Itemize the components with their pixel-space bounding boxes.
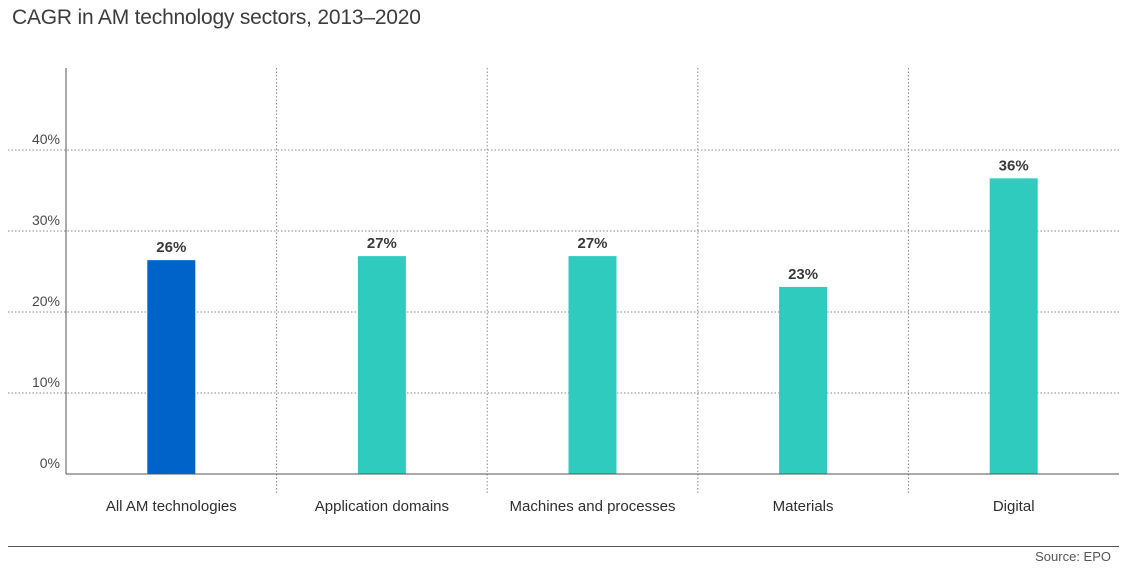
y-tick-label: 0% <box>40 455 60 471</box>
bar-value-label: 26% <box>156 239 186 256</box>
gridlines <box>8 68 1119 494</box>
x-category-label: Digital <box>993 498 1035 515</box>
y-axis-ticks: 0% 10% 20% 30% 40% <box>32 131 60 471</box>
bar <box>989 178 1038 474</box>
bar-chart: 0% 10% 20% 30% 40% 26% 27% 27% 23% 36% All AM te… <box>8 68 1119 515</box>
bar <box>357 256 406 474</box>
bars <box>147 178 1038 474</box>
bar-value-label: 36% <box>999 157 1029 174</box>
x-category-label: Machines and processes <box>510 498 676 515</box>
source-note: Source: EPO <box>1035 549 1111 564</box>
bar <box>147 260 196 474</box>
x-category-label: Application domains <box>315 498 449 515</box>
bar-value-label: 27% <box>577 235 607 252</box>
x-category-label: All AM technologies <box>106 498 237 515</box>
bar <box>568 256 617 474</box>
chart-title: CAGR in AM technology sectors, 2013–2020 <box>12 6 421 29</box>
bar-value-label: 23% <box>788 266 818 283</box>
bar-value-label: 27% <box>367 235 397 252</box>
y-tick-label: 10% <box>32 374 60 390</box>
data-labels: 26% 27% 27% 23% 36% <box>156 157 1028 283</box>
y-tick-label: 20% <box>32 293 60 309</box>
y-tick-label: 30% <box>32 212 60 228</box>
category-labels: All AM technologies Application domains Ma… <box>106 498 1035 515</box>
source-divider <box>8 546 1119 547</box>
y-tick-label: 40% <box>32 131 60 147</box>
x-category-label: Materials <box>773 498 834 515</box>
bar <box>779 286 828 474</box>
